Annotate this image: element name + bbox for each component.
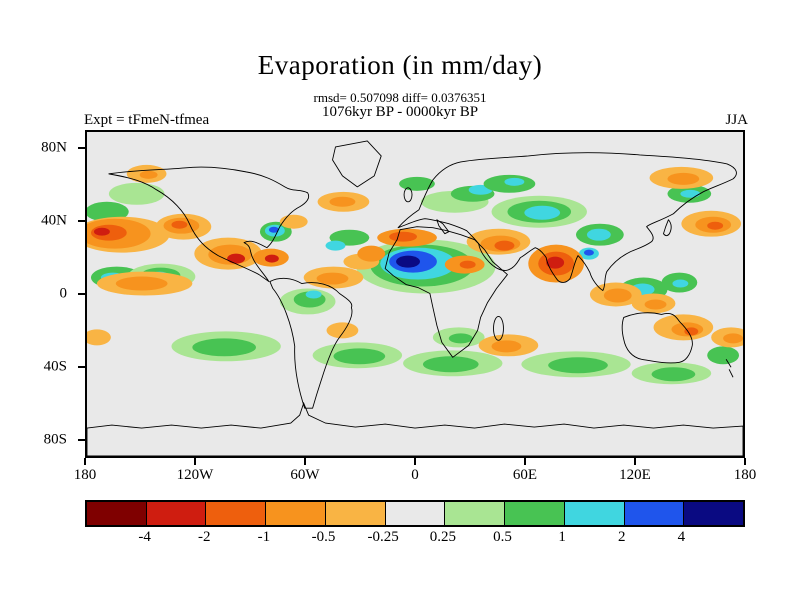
x-tick-mark [84, 458, 86, 465]
antarctica-landmass [87, 401, 743, 456]
colorbar-segment [624, 502, 685, 525]
x-tick-label: 0 [411, 467, 419, 483]
x-tick-mark [414, 458, 416, 465]
y-axis-ticks [78, 130, 85, 458]
colorbar-segment [206, 502, 267, 525]
world-map-canvas [87, 140, 743, 456]
x-tick-mark [524, 458, 526, 465]
y-tick-label: 80S [43, 431, 67, 448]
colorbar-tick-label: 1 [558, 529, 566, 545]
colorbar-tick-label: 0.5 [493, 529, 512, 545]
positive-anomaly-blobs [87, 174, 740, 385]
x-tick-label: 120E [619, 467, 651, 483]
figure-title: Evaporation (in mm/day) [257, 50, 543, 80]
colorbar-tick-label: -1 [257, 529, 271, 545]
y-tick-mark [78, 293, 85, 295]
period-subtitle: 1076kyr BP - 0000kyr BP [321, 104, 479, 120]
map-plot-area [85, 130, 745, 458]
x-tick-mark [744, 458, 746, 465]
experiment-label: Expt = tFmeN-tfmea [84, 112, 210, 128]
colorbar-segment [385, 502, 446, 525]
colorbar-segment [325, 502, 386, 525]
colorbar-segment [445, 502, 506, 525]
x-axis-ticks [84, 458, 746, 465]
y-tick-mark [78, 365, 85, 368]
y-tick-label: 80N [41, 139, 67, 156]
colorbar-segment [564, 502, 625, 525]
x-tick-label: 60E [512, 467, 538, 483]
x-tick-mark [634, 458, 636, 465]
x-tick-mark [194, 458, 196, 465]
y-tick-label: 40N [41, 212, 67, 229]
colorbar-labels: -4 -2 -1 -0.5 -0.25 0.25 0.5 1 2 4 [85, 529, 741, 549]
negative-anomaly-blobs [87, 164, 743, 357]
season-label: JJA [725, 112, 748, 128]
y-tick-mark [78, 438, 85, 441]
x-tick-label: 120W [176, 467, 214, 483]
y-tick-label: 40S [43, 358, 67, 375]
colorbar-segment [684, 502, 744, 525]
x-tick-mark [304, 458, 306, 465]
colorbar-tick-label: 0.25 [429, 529, 456, 545]
y-tick-label: 0 [59, 285, 68, 302]
x-tick-label: 180 [733, 467, 757, 483]
y-tick-mark [78, 220, 85, 223]
colorbar [85, 500, 745, 527]
colorbar-segment [87, 502, 147, 525]
colorbar-tick-label: -0.25 [367, 529, 399, 545]
coastlines [108, 140, 737, 409]
colorbar-tick-label: -4 [138, 529, 151, 545]
stats-subtitle: rmsd= 0.507098 diff= 0.0376351 [313, 90, 487, 105]
y-tick-mark [78, 147, 85, 150]
colorbar-segment [266, 502, 326, 525]
colorbar-tick-label: -0.5 [311, 529, 336, 545]
colorbar-segment [505, 502, 565, 525]
colorbar-tick-label: -2 [198, 529, 211, 545]
colorbar-tick-label: 2 [617, 529, 626, 545]
y-axis-labels: 80N 40N 0 40S 80S [0, 130, 78, 458]
x-tick-label: 180 [73, 467, 97, 483]
x-tick-label: 60W [290, 467, 320, 483]
colorbar-tick-label: 4 [677, 529, 686, 545]
colorbar-segment [146, 502, 207, 525]
x-axis-labels: 180 120W 60W 0 60E 120E 180 [74, 467, 757, 487]
